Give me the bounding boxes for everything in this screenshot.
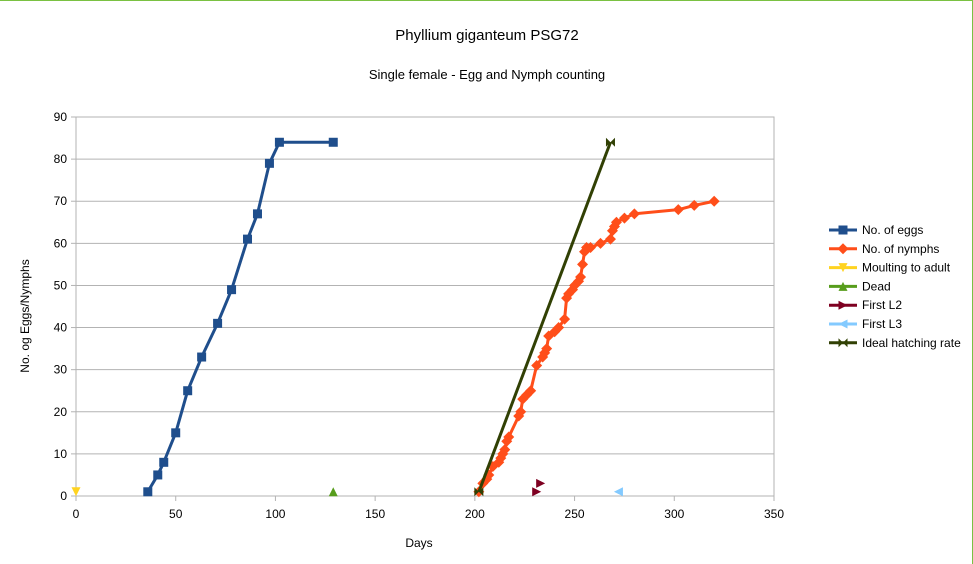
y-tick-label: 40 — [54, 321, 68, 335]
data-point — [328, 137, 338, 147]
y-tick-label: 50 — [54, 278, 68, 292]
legend-swatch-marker — [838, 338, 848, 348]
series-3 — [328, 487, 338, 497]
y-tick-label: 10 — [54, 447, 68, 461]
chart-title: Phyllium giganteum PSG72 — [395, 27, 578, 44]
data-point — [213, 318, 223, 328]
y-tick-label: 20 — [54, 405, 68, 419]
y-axis-title: No. og Eggs/Nymphs — [18, 259, 32, 372]
data-point — [532, 487, 542, 497]
y-tick-label: 60 — [54, 236, 68, 250]
legend: No. of eggs No. of nymphs Moulting to adul… — [829, 223, 961, 350]
data-point — [708, 195, 720, 207]
data-point — [559, 313, 571, 325]
x-tick-label: 50 — [169, 507, 183, 521]
data-point — [541, 343, 553, 355]
x-axis-title: Days — [405, 536, 432, 550]
x-tick-label: 350 — [764, 507, 784, 521]
series-4 — [532, 478, 546, 497]
y-tick-label: 30 — [54, 363, 68, 377]
data-point — [274, 137, 284, 147]
data-point — [604, 233, 616, 245]
data-point — [243, 234, 253, 244]
y-tick-label: 80 — [54, 152, 68, 166]
legend-label: No. of eggs — [862, 223, 923, 237]
data-point — [499, 444, 511, 456]
data-point — [252, 209, 262, 219]
x-tick-label: 200 — [465, 507, 485, 521]
data-point — [171, 428, 181, 438]
data-point — [328, 487, 338, 497]
data-point — [159, 457, 169, 467]
legend-item: First L3 — [829, 317, 902, 331]
data-point — [197, 352, 207, 362]
data-point — [594, 237, 606, 249]
data-point — [672, 204, 684, 216]
legend-label: Dead — [862, 279, 891, 293]
y-tick-label: 90 — [54, 110, 68, 124]
x-tick-label: 0 — [73, 507, 80, 521]
data-point — [553, 322, 565, 334]
data-point — [515, 406, 527, 418]
data-point — [525, 385, 537, 397]
legend-swatch-marker — [838, 319, 848, 329]
data-point — [628, 208, 640, 220]
data-point — [613, 487, 623, 497]
legend-label: First L3 — [862, 317, 902, 331]
data-point — [503, 431, 515, 443]
series-2 — [71, 487, 81, 497]
legend-item: First L2 — [829, 298, 902, 312]
data-point — [227, 285, 237, 295]
legend-item: Moulting to adult — [829, 261, 951, 275]
legend-label: Ideal hatching rate — [862, 336, 961, 350]
x-tick-label: 150 — [365, 507, 385, 521]
legend-item: Ideal hatching rate — [829, 336, 961, 350]
data-point — [577, 258, 589, 270]
legend-swatch-marker — [837, 243, 849, 255]
legend-item: Dead — [829, 279, 891, 293]
data-point — [585, 242, 597, 254]
data-point — [531, 359, 543, 371]
series-0 — [143, 137, 338, 497]
data-point — [183, 386, 193, 396]
series-5 — [613, 487, 623, 497]
x-tick-label: 100 — [265, 507, 285, 521]
legend-swatch-marker — [838, 300, 848, 310]
x-tick-label: 250 — [565, 507, 585, 521]
data-point — [474, 487, 484, 497]
plot-border — [75, 116, 775, 497]
data-point — [153, 470, 163, 480]
legend-swatch-marker — [838, 263, 848, 273]
data-point — [71, 487, 81, 497]
data-point — [575, 271, 587, 283]
chart-subtitle: Single female - Egg and Nymph counting — [369, 67, 605, 82]
series-line — [146, 140, 334, 493]
plot-area: 0 10 20 30 40 50 60 70 80 90 0 50 100 150 200 250 300 350 — [54, 110, 785, 521]
data-point — [688, 199, 700, 211]
legend-label: First L2 — [862, 298, 902, 312]
data-point — [143, 487, 153, 497]
y-tick-label: 70 — [54, 194, 68, 208]
data-point — [605, 137, 615, 147]
series-6 — [474, 137, 615, 497]
legend-item: No. of nymphs — [829, 242, 939, 256]
legend-label: No. of nymphs — [862, 242, 939, 256]
y-tick-label: 0 — [60, 489, 67, 503]
x-tick-label: 300 — [664, 507, 684, 521]
legend-swatch-marker — [838, 281, 848, 291]
series-line — [477, 141, 612, 493]
series-1 — [473, 195, 720, 498]
data-point — [536, 478, 546, 488]
legend-item: No. of eggs — [829, 223, 923, 237]
legend-swatch-marker — [838, 225, 848, 235]
data-point — [610, 216, 622, 228]
data-point — [618, 212, 630, 224]
data-point — [264, 158, 274, 168]
legend-label: Moulting to adult — [862, 261, 951, 275]
